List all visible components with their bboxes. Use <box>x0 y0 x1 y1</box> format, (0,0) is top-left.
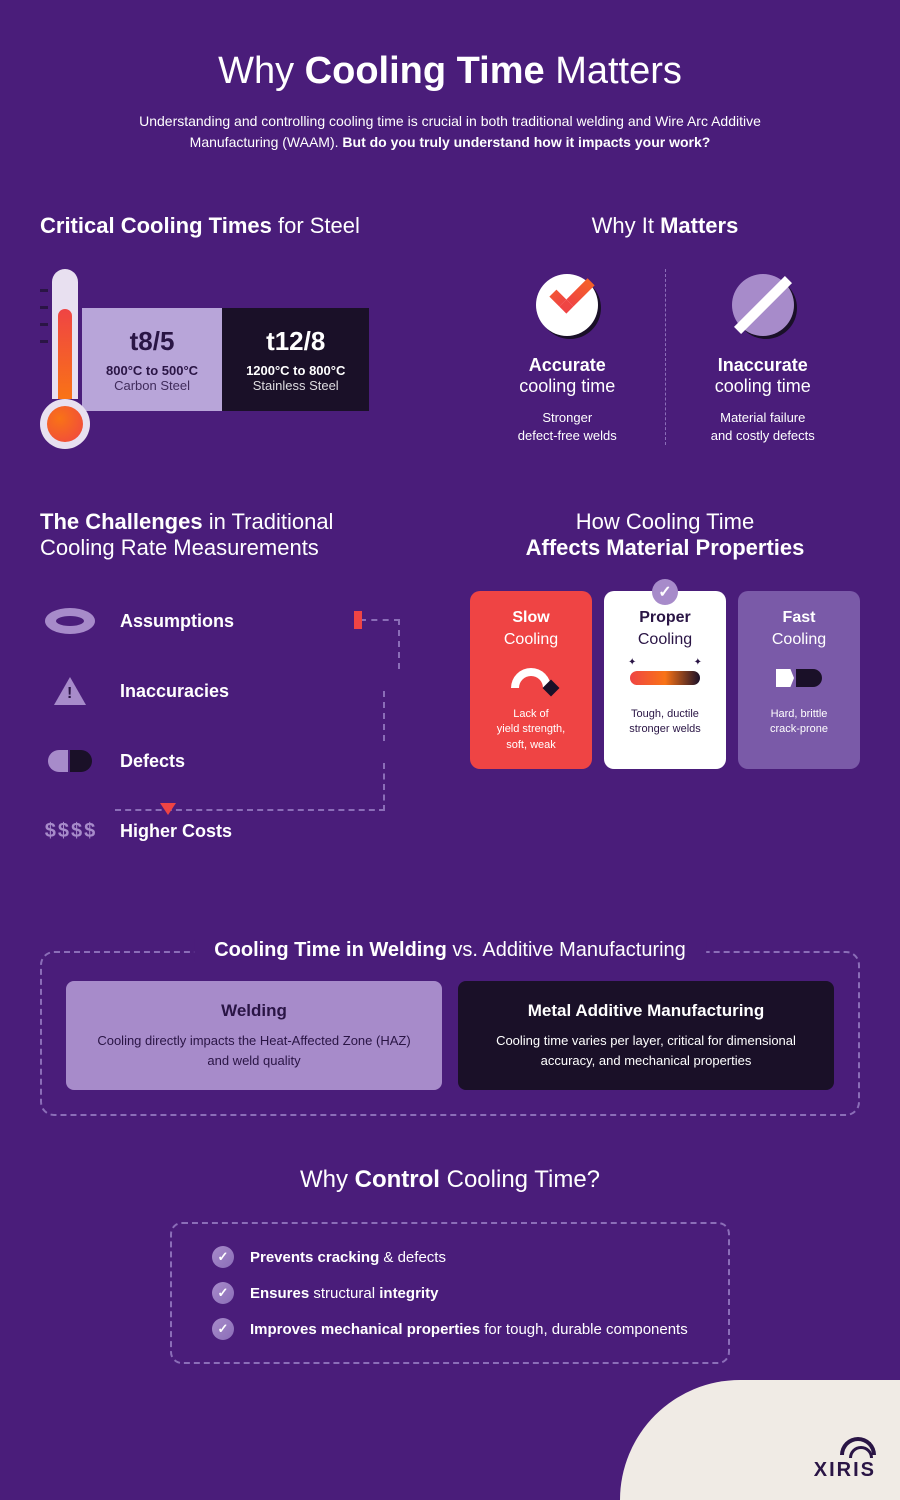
logo-text: XIRIS <box>814 1459 876 1481</box>
logo: XIRIS <box>814 1437 876 1482</box>
challenge-list: Assumptions Inaccuracies Defects $$$$ Hi… <box>40 591 430 891</box>
temp-label: t12/8 <box>246 326 345 357</box>
temp-material: Carbon Steel <box>106 378 198 393</box>
title-pre: Why <box>218 50 305 92</box>
temp-card-stainless: t12/8 1200°C to 800°C Stainless Steel <box>222 308 369 411</box>
eye-icon <box>45 608 95 634</box>
control-box: ✓ Prevents cracking & defects ✓ Ensures … <box>170 1222 730 1364</box>
prop-slow-card: Slow Cooling Lack of yield strength, sof… <box>470 591 592 769</box>
temp-label: t8/5 <box>106 326 198 357</box>
defect-icon <box>48 750 92 772</box>
crack-bar-icon <box>776 669 822 687</box>
title-post: Matters <box>545 50 682 92</box>
control-item: ✓ Improves mechanical properties for tou… <box>212 1318 688 1340</box>
properties-title: How Cooling Time Affects Material Proper… <box>470 509 860 561</box>
challenge-costs: $$$$ Higher Costs <box>40 811 430 851</box>
checkmark-icon <box>532 269 602 339</box>
matters-title: Why It Matters <box>470 213 860 239</box>
mini-check-icon: ✓ <box>212 1318 234 1340</box>
matters-accurate: Accurate cooling time Stronger defect-fr… <box>470 269 666 445</box>
logo-arc-icon <box>840 1437 876 1455</box>
mini-check-icon: ✓ <box>212 1246 234 1268</box>
gradient-bar-icon <box>630 671 700 685</box>
subtitle-bold: But do you truly understand how it impac… <box>342 134 710 150</box>
compare-box: Cooling Time in Welding vs. Additive Man… <box>40 951 860 1116</box>
compare-title: Cooling Time in Welding vs. Additive Man… <box>194 939 706 962</box>
control-item: ✓ Prevents cracking & defects <box>212 1246 688 1268</box>
prop-fast-card: Fast Cooling Hard, brittle crack-prone <box>738 591 860 769</box>
challenge-defects: Defects <box>40 741 430 781</box>
challenge-inaccuracies: Inaccuracies <box>40 671 430 711</box>
thermometer-icon <box>40 269 90 449</box>
challenge-assumptions: Assumptions <box>40 601 430 641</box>
slash-icon <box>728 269 798 339</box>
temp-material: Stainless Steel <box>246 378 345 393</box>
compare-am: Metal Additive Manufacturing Cooling tim… <box>458 981 834 1090</box>
control-item: ✓ Ensures structural integrity <box>212 1282 688 1304</box>
main-title: Why Cooling Time Matters <box>40 50 860 93</box>
subtitle: Understanding and controlling cooling ti… <box>110 111 790 153</box>
challenges-title: The Challenges in Traditional Cooling Ra… <box>40 509 430 561</box>
thermometer-block: t8/5 800°C to 500°C Carbon Steel t12/8 1… <box>40 269 430 449</box>
warning-icon <box>54 677 86 705</box>
temp-card-carbon: t8/5 800°C to 500°C Carbon Steel <box>82 308 222 411</box>
compare-welding: Welding Cooling directly impacts the Hea… <box>66 981 442 1090</box>
matters-inaccurate: Inaccurate cooling time Material failure… <box>666 269 861 445</box>
control-title: Why Control Cooling Time? <box>40 1166 860 1194</box>
critical-title: Critical Cooling Times for Steel <box>40 213 430 239</box>
badge-check-icon: ✓ <box>652 579 678 605</box>
temp-range: 800°C to 500°C <box>106 363 198 378</box>
temp-range: 1200°C to 800°C <box>246 363 345 378</box>
dollar-icon: $$$$ <box>45 820 96 843</box>
mini-check-icon: ✓ <box>212 1282 234 1304</box>
prop-proper-card: ✓ Proper Cooling Tough, ductile stronger… <box>604 591 726 769</box>
title-bold: Cooling Time <box>305 50 545 92</box>
bent-bar-icon <box>511 668 551 688</box>
